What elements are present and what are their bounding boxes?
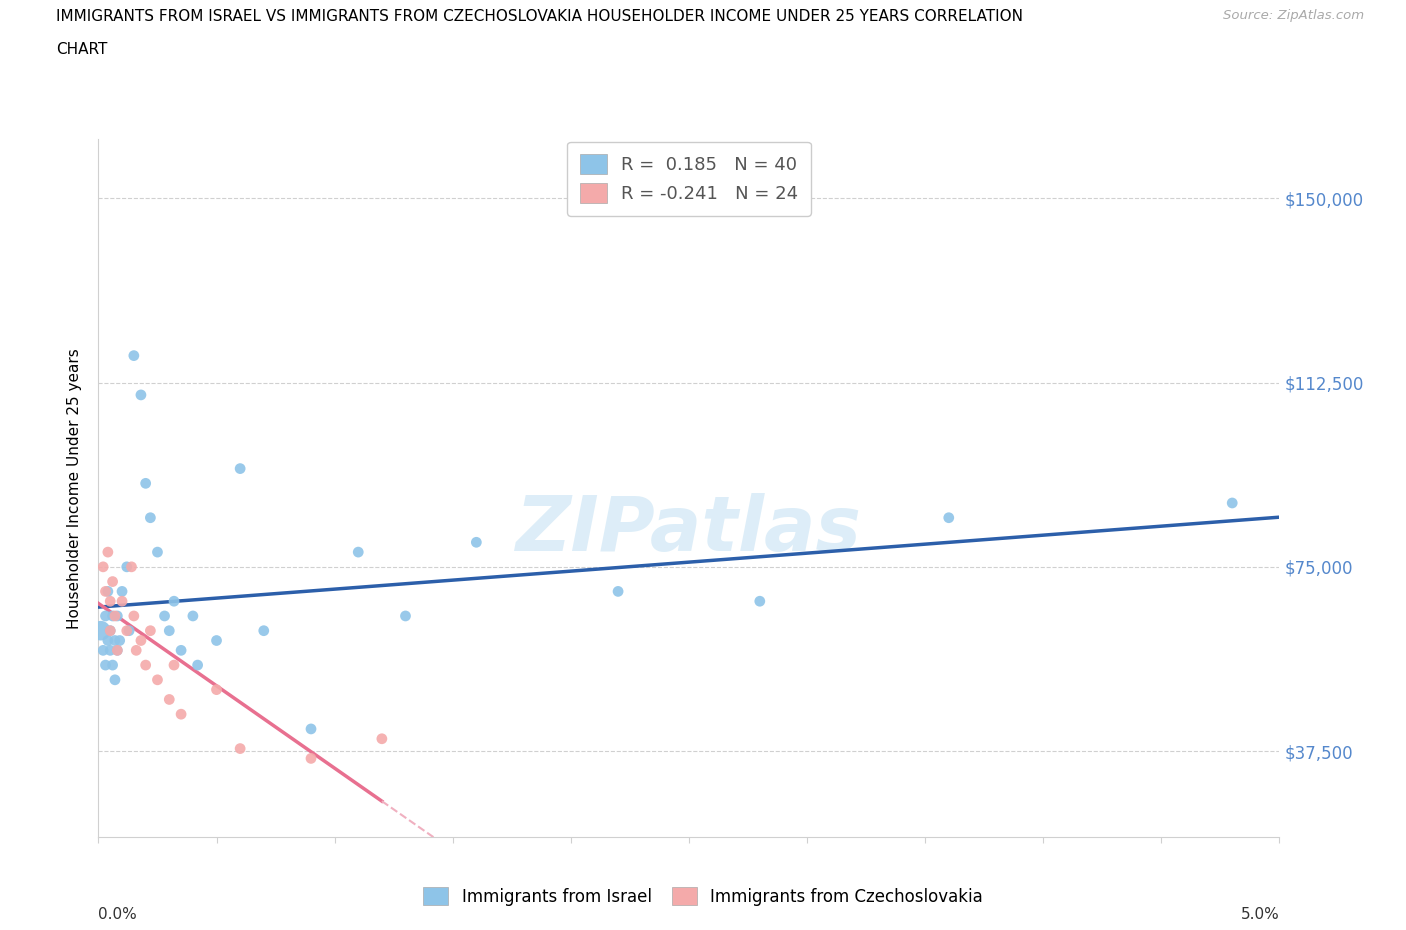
Point [129, 633, 152, 648]
Point [129, 388, 152, 403]
Point [104, 608, 127, 623]
Point [394, 608, 416, 623]
Point [104, 672, 127, 687]
Text: ZIPatlas: ZIPatlas [516, 493, 862, 567]
Point [157, 692, 180, 707]
Point [94, 584, 117, 599]
Point [170, 707, 193, 722]
Point [253, 623, 276, 638]
Point [748, 593, 770, 608]
Legend: Immigrants from Israel, Immigrants from Czechoslovakia: Immigrants from Israel, Immigrants from … [416, 881, 990, 912]
Point [139, 511, 162, 525]
Point [98, 643, 121, 658]
Point [139, 623, 162, 638]
Point [97, 545, 120, 560]
Point [122, 348, 145, 363]
Point [122, 608, 145, 623]
Point [97, 633, 120, 648]
Point [205, 683, 228, 698]
Point [347, 545, 370, 560]
Text: 5.0%: 5.0% [1240, 907, 1279, 922]
Point [135, 476, 157, 491]
Point [607, 584, 630, 599]
Point [153, 608, 176, 623]
Point [101, 608, 124, 623]
Point [299, 722, 322, 737]
Point [205, 633, 228, 648]
Text: 0.0%: 0.0% [98, 907, 138, 922]
Point [299, 751, 322, 765]
Point [115, 560, 138, 575]
Point [98, 623, 121, 638]
Point [94, 658, 117, 672]
Point [111, 584, 134, 599]
Point [229, 461, 252, 476]
Point [163, 658, 186, 672]
Point [118, 623, 141, 638]
Point [465, 535, 488, 550]
Point [121, 560, 143, 575]
Point [98, 623, 121, 638]
Point [108, 633, 131, 648]
Point [146, 672, 169, 687]
Text: CHART: CHART [56, 42, 108, 57]
Point [187, 658, 209, 672]
Point [90, 623, 112, 638]
Point [181, 608, 204, 623]
Point [163, 593, 186, 608]
Point [91, 643, 114, 658]
Point [105, 608, 128, 623]
Point [157, 623, 180, 638]
Point [125, 643, 148, 658]
Point [146, 545, 169, 560]
Point [938, 511, 960, 525]
Point [1220, 496, 1243, 511]
Legend: R =  0.185   N = 40, R = -0.241   N = 24: R = 0.185 N = 40, R = -0.241 N = 24 [567, 141, 811, 216]
Point [101, 658, 124, 672]
Point [115, 623, 138, 638]
Y-axis label: Householder Income Under 25 years: Householder Income Under 25 years [67, 348, 83, 629]
Text: IMMIGRANTS FROM ISRAEL VS IMMIGRANTS FROM CZECHOSLOVAKIA HOUSEHOLDER INCOME UNDE: IMMIGRANTS FROM ISRAEL VS IMMIGRANTS FRO… [56, 9, 1024, 24]
Point [104, 633, 127, 648]
Point [135, 658, 157, 672]
Point [371, 731, 394, 746]
Point [111, 593, 134, 608]
Point [229, 741, 252, 756]
Point [170, 643, 193, 658]
Point [105, 643, 128, 658]
Point [101, 574, 124, 589]
Point [97, 584, 120, 599]
Text: Source: ZipAtlas.com: Source: ZipAtlas.com [1223, 9, 1364, 22]
Point [98, 593, 121, 608]
Point [91, 560, 114, 575]
Point [105, 643, 128, 658]
Point [94, 608, 117, 623]
